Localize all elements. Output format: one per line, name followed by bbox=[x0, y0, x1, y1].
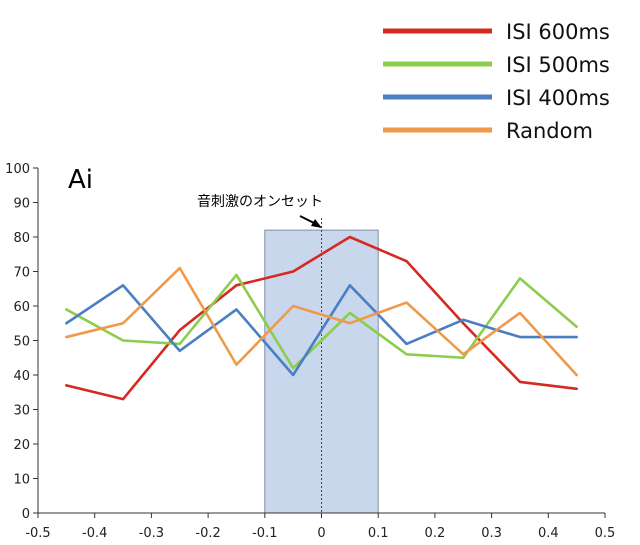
x-tick-label: 0.4 bbox=[538, 526, 559, 541]
series-line-1 bbox=[65, 235, 578, 401]
x-tick-label: -0.4 bbox=[82, 526, 107, 541]
series-line-4 bbox=[65, 266, 578, 377]
legend-label: ISI 400ms bbox=[506, 86, 610, 110]
legend: ISI 600ms ISI 500ms ISI 400ms Random bbox=[383, 20, 610, 143]
legend-label: ISI 500ms bbox=[506, 53, 610, 77]
legend-label: ISI 600ms bbox=[506, 20, 610, 44]
series-line-3 bbox=[65, 283, 578, 377]
y-tick-label: 70 bbox=[13, 266, 30, 281]
y-tick-label: 30 bbox=[13, 404, 30, 419]
y-tick-label: 60 bbox=[13, 300, 30, 315]
x-tick-label: 0.2 bbox=[425, 526, 446, 541]
x-tick-label: 0.3 bbox=[481, 526, 502, 541]
y-tick-label: 10 bbox=[13, 473, 30, 488]
x-tick-label: 0.5 bbox=[595, 526, 616, 541]
legend-label: Random bbox=[506, 119, 593, 143]
y-tick-label: 20 bbox=[13, 438, 30, 453]
y-tick-label: 40 bbox=[13, 369, 30, 384]
y-tick-label: 90 bbox=[13, 197, 30, 212]
x-tick-label: 0 bbox=[317, 526, 325, 541]
panel-label: Ai bbox=[68, 165, 93, 195]
y-tick-label: 100 bbox=[5, 162, 30, 177]
x-tick-label: -0.3 bbox=[139, 526, 164, 541]
x-tick-label: 0.1 bbox=[368, 526, 389, 541]
y-tick-label: 0 bbox=[22, 507, 30, 522]
series-layer bbox=[65, 235, 578, 401]
x-tick-label: -0.1 bbox=[252, 526, 277, 541]
x-tick-label: -0.2 bbox=[195, 526, 220, 541]
y-tick-label: 80 bbox=[13, 231, 30, 246]
y-tick-label: 50 bbox=[13, 335, 30, 350]
onset-annotation: 音刺激のオンセット bbox=[197, 193, 323, 210]
axes: 0 10 20 30 40 50 60 70 80 90 100 -0.5 -0.4 -0.3 -0.2 -0… bbox=[5, 162, 615, 541]
series-line-2 bbox=[65, 273, 578, 370]
onset-arrow bbox=[299, 215, 322, 228]
x-tick-label: -0.5 bbox=[25, 526, 50, 541]
